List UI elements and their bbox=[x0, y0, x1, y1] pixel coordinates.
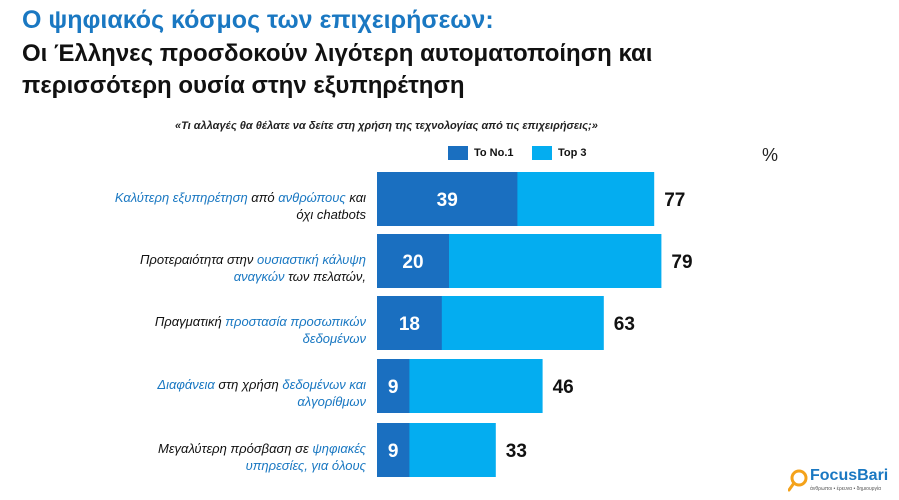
data-label-no1-3: 9 bbox=[388, 377, 399, 398]
logo-tagline: άνθρωποι • έρευνα • δημιουργία bbox=[810, 486, 882, 492]
bar-no1-2 bbox=[377, 296, 442, 350]
bar-no1-0 bbox=[377, 172, 518, 226]
page-subtitle-line1: Οι Έλληνες προσδοκούν λιγότερη αυτοματοπ… bbox=[22, 40, 653, 67]
page-subtitle-line2: περισσότερη ουσία στην εξυπηρέτηση bbox=[22, 72, 465, 99]
data-label-top3-4: 33 bbox=[506, 441, 527, 462]
data-label-no1-4: 9 bbox=[388, 441, 399, 462]
data-label-no1-2: 18 bbox=[399, 314, 420, 335]
data-label-top3-2: 63 bbox=[614, 314, 635, 335]
unit-label: % bbox=[762, 145, 779, 165]
bar-no1-4 bbox=[377, 423, 410, 477]
bar-no1-3 bbox=[377, 359, 410, 413]
focusbari-logo: FocusBari άνθρωποι • έρευνα • δημιουργία bbox=[788, 466, 896, 496]
data-label-top3-3: 46 bbox=[553, 377, 574, 398]
data-label-no1-1: 20 bbox=[402, 252, 423, 273]
bar-no1-1 bbox=[377, 234, 449, 288]
category-label-3: Διαφάνεια στη χρήση δεδομένων και αλγορίθ… bbox=[157, 377, 366, 409]
survey-question: «Τι αλλαγές θα θέλατε να δείτε στη χρήση… bbox=[175, 120, 598, 132]
category-label-4: Μεγαλύτερη πρόσβαση σε ψηφιακές υπηρεσίες… bbox=[158, 441, 366, 473]
legend-item-no1: Το Νο.1 bbox=[448, 146, 514, 160]
legend-label-no1: Το Νο.1 bbox=[474, 147, 514, 159]
data-label-no1-0: 39 bbox=[437, 190, 458, 211]
page-title: Ο ψηφιακός κόσμος των επιχειρήσεων: bbox=[22, 6, 494, 34]
data-label-top3-0: 77 bbox=[664, 190, 685, 211]
legend-label-top3: Top 3 bbox=[558, 147, 587, 159]
legend-swatch-top3 bbox=[532, 146, 552, 160]
category-label-0: Καλύτερη εξυπηρέτηση από ανθρώπους και όχ… bbox=[114, 190, 366, 222]
magnifier-icon bbox=[788, 469, 808, 492]
legend-item-top3: Top 3 bbox=[532, 146, 587, 160]
category-label-2: Πραγματική προστασία προσωπικών δεδομένων bbox=[154, 314, 366, 346]
category-label-1: Προτεραιότητα στην ουσιαστική κάλυψη αναγ… bbox=[140, 252, 366, 284]
logo-name: FocusBari bbox=[810, 467, 889, 484]
legend-swatch-no1 bbox=[448, 146, 468, 160]
data-label-top3-1: 79 bbox=[671, 252, 692, 273]
